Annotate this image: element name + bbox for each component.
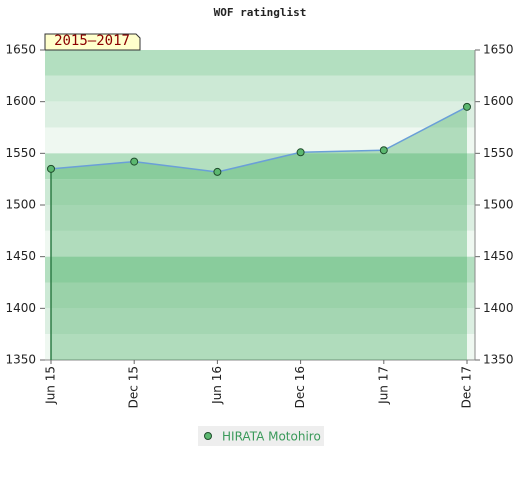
x-tick-label: Jun 17 [376,366,390,405]
chart-title: WOF ratinglist [214,6,307,19]
marker [379,146,388,155]
x-tick-label: Dec 17 [460,366,474,408]
y-tick-label: 1450 [5,249,36,263]
x-tick-label: Jun 16 [210,366,224,405]
x-tick-label: Dec 15 [127,366,141,408]
marker [130,157,139,166]
legend-marker [204,432,212,440]
marker [463,102,471,111]
y2-tick-label: 1550 [483,146,514,160]
y2-tick-label: 1450 [483,249,514,263]
badge-box [44,33,141,51]
area [51,106,467,360]
y-tick-label: 1500 [5,198,36,212]
marker [47,164,55,173]
band [45,308,475,335]
marker [296,148,305,157]
y2-tick-label: 1350 [483,353,514,367]
band [45,256,475,283]
band [45,179,475,205]
y2-tick-label: 1500 [483,198,514,212]
y-tick-label: 1400 [5,301,36,315]
x-tick-label: Jun 15 [44,366,58,405]
band [45,153,475,180]
marker [213,167,222,176]
y2-tick-label: 1650 [483,43,514,57]
x-tick-label: Dec 16 [293,366,307,408]
period-badge: 2015–2017 [54,33,130,49]
plot-background [45,50,475,360]
legend-box [198,426,324,446]
y-tick-label: 1350 [5,353,36,367]
legend-label: HIRATA Motohiro [222,430,321,444]
band [45,334,475,360]
band [45,230,475,257]
y2-tick-label: 1400 [483,301,514,315]
y-tick-label: 1550 [5,146,36,160]
band [45,50,475,76]
band [45,205,475,231]
y2-tick-label: 1600 [483,94,514,108]
band [45,75,475,102]
line [50,106,468,173]
band [45,282,475,309]
band [45,101,475,128]
y-tick-label: 1600 [5,94,36,108]
y-tick-label: 1650 [5,43,36,57]
